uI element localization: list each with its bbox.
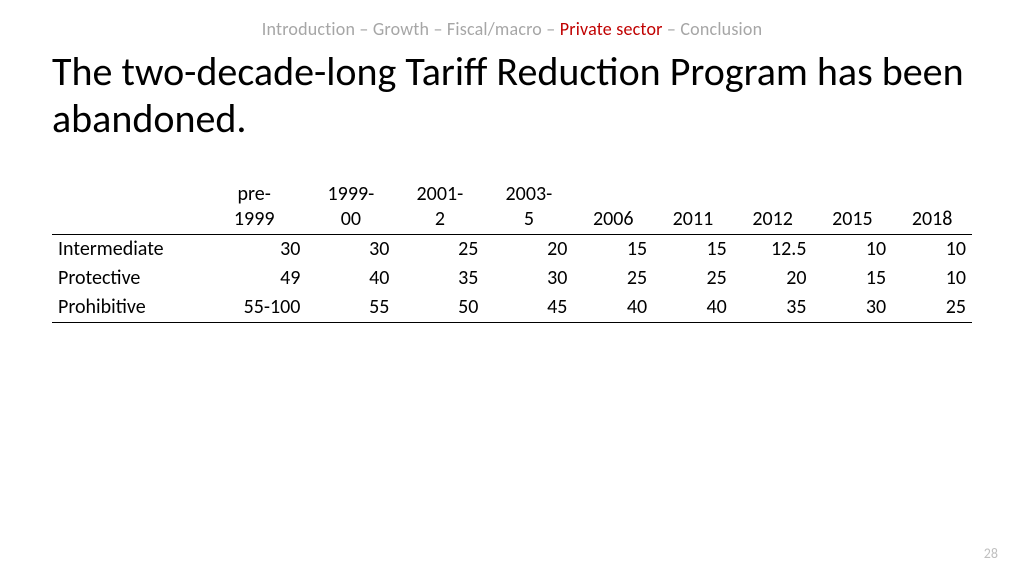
tariff-table: pre-1999 1999-00 2001-2 2003-5 2006 2011…: [52, 180, 972, 323]
cell: 40: [653, 293, 733, 323]
row-label: Intermediate: [52, 235, 202, 265]
cell: 49: [202, 264, 306, 293]
breadcrumb-item: Growth: [373, 18, 429, 40]
breadcrumb-sep: –: [355, 18, 373, 40]
cell: 20: [484, 235, 573, 265]
cell: 10: [892, 235, 972, 265]
cell: 25: [892, 293, 972, 323]
breadcrumb-sep: –: [429, 18, 447, 40]
cell: 35: [395, 264, 484, 293]
table-header-row: pre-1999 1999-00 2001-2 2003-5 2006 2011…: [52, 180, 972, 235]
slide-title: The two-decade-long Tariff Reduction Pro…: [0, 40, 1024, 142]
cell: 30: [484, 264, 573, 293]
breadcrumb-item-active: Private sector: [560, 18, 663, 40]
table-row: Intermediate 30 30 25 20 15 15 12.5 10 1…: [52, 235, 972, 265]
cell: 50: [395, 293, 484, 323]
cell: 25: [573, 264, 653, 293]
cell: 30: [306, 235, 395, 265]
cell: 12.5: [733, 235, 813, 265]
row-label: Prohibitive: [52, 293, 202, 323]
row-label: Protective: [52, 264, 202, 293]
cell: 25: [653, 264, 733, 293]
breadcrumb-item: Introduction: [262, 18, 355, 40]
table-row: Prohibitive 55-100 55 50 45 40 40 35 30 …: [52, 293, 972, 323]
cell: 20: [733, 264, 813, 293]
cell: 55: [306, 293, 395, 323]
cell: 35: [733, 293, 813, 323]
col-header: 1999-00: [306, 180, 395, 235]
cell: 15: [653, 235, 733, 265]
cell: 10: [892, 264, 972, 293]
cell: 10: [813, 235, 893, 265]
cell: 40: [306, 264, 395, 293]
cell: 30: [202, 235, 306, 265]
cell: 15: [573, 235, 653, 265]
table-row: Protective 49 40 35 30 25 25 20 15 10: [52, 264, 972, 293]
cell: 15: [813, 264, 893, 293]
cell: 55-100: [202, 293, 306, 323]
breadcrumb-sep: –: [542, 18, 560, 40]
cell: 40: [573, 293, 653, 323]
col-header: 2011: [653, 180, 733, 235]
col-header: 2015: [813, 180, 893, 235]
cell: 30: [813, 293, 893, 323]
page-number: 28: [984, 545, 998, 562]
breadcrumb-item: Conclusion: [680, 18, 762, 40]
cell: 45: [484, 293, 573, 323]
col-header: 2003-5: [484, 180, 573, 235]
breadcrumb: Introduction – Growth – Fiscal/macro – P…: [0, 0, 1024, 40]
col-header: 2018: [892, 180, 972, 235]
tariff-table-wrap: pre-1999 1999-00 2001-2 2003-5 2006 2011…: [0, 142, 1024, 323]
breadcrumb-item: Fiscal/macro: [447, 18, 542, 40]
breadcrumb-sep: –: [663, 18, 681, 40]
col-header: pre-1999: [202, 180, 306, 235]
col-header: 2001-2: [395, 180, 484, 235]
cell: 25: [395, 235, 484, 265]
col-header: 2006: [573, 180, 653, 235]
col-header: [52, 180, 202, 235]
col-header: 2012: [733, 180, 813, 235]
